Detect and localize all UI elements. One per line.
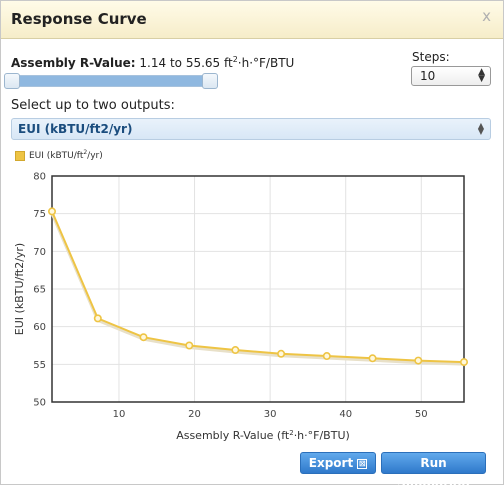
steps-label: Steps: bbox=[412, 50, 450, 64]
dialog-titlebar[interactable]: Response Curve x bbox=[1, 1, 503, 39]
x-tick-label: 20 bbox=[188, 409, 201, 420]
series-line-shadow bbox=[50, 212, 465, 366]
y-tick-label: 60 bbox=[33, 322, 46, 333]
y-tick-label: 50 bbox=[33, 398, 46, 409]
x-axis-label: Assembly R-Value (ft2·h·°F/BTU) bbox=[176, 429, 350, 442]
assembly-rvalue-label: Assembly R-Value: 1.14 to 55.65 ft2·h·°F… bbox=[11, 55, 294, 70]
legend-swatch bbox=[15, 150, 25, 161]
output-select[interactable]: EUI (kBTU/ft2/yr) ▲ ▼ bbox=[11, 118, 491, 140]
run-simulation-button[interactable]: Run Simulation bbox=[381, 452, 486, 485]
dialog-title: Response Curve bbox=[11, 10, 147, 28]
legend-entry-tail: /yr) bbox=[87, 151, 103, 161]
data-point bbox=[322, 352, 331, 361]
assembly-rvalue-unit: ·h·°F/BTU bbox=[237, 56, 295, 70]
steps-select[interactable]: 10 ▲ ▼ bbox=[411, 66, 491, 86]
x-tick-label: 40 bbox=[339, 409, 352, 420]
assembly-rvalue-exponent: 2 bbox=[232, 55, 238, 64]
chart-legend[interactable]: EUI (kBTU/ft2/yr) bbox=[15, 149, 103, 161]
outputs-label: Select up to two outputs: bbox=[11, 98, 175, 113]
export-button[interactable]: Export ⊠ bbox=[300, 452, 376, 474]
data-point bbox=[459, 358, 468, 367]
legend-exponent: 2 bbox=[83, 149, 88, 156]
legend-entry: EUI (kBTU/ft bbox=[29, 151, 84, 161]
data-point bbox=[185, 341, 194, 350]
series-line bbox=[51, 211, 465, 364]
export-icon: ⊠ bbox=[357, 458, 368, 469]
output-selected-value: EUI (kBTU/ft2/yr) bbox=[18, 122, 133, 136]
data-point bbox=[139, 333, 148, 342]
assembly-rvalue-range: 1.14 to 55.65 ft bbox=[139, 56, 233, 70]
y-tick-label: 75 bbox=[33, 209, 46, 220]
data-point bbox=[47, 207, 56, 216]
select-arrows-icon: ▲ ▼ bbox=[478, 67, 485, 84]
y-axis-label: EUI (kBTU/ft2/yr) bbox=[13, 243, 26, 335]
response-curve-chart: 10 20 30 40 50 50 55 60 65 70 75 80 Assembly R-Value… bbox=[13, 172, 468, 442]
x-tick-label: 10 bbox=[113, 409, 126, 420]
dropdown-arrows-icon: ▲ ▼ bbox=[477, 121, 484, 136]
export-label: Export bbox=[308, 456, 354, 470]
close-icon[interactable]: x bbox=[482, 7, 491, 25]
y-tick-label: 65 bbox=[33, 285, 46, 296]
data-point bbox=[93, 314, 102, 323]
data-point bbox=[277, 349, 286, 358]
x-tick-label: 30 bbox=[264, 409, 277, 420]
assembly-rvalue-title: Assembly R-Value: bbox=[11, 56, 136, 70]
y-tick-label: 55 bbox=[33, 360, 46, 371]
plot-border bbox=[51, 175, 465, 403]
data-point bbox=[414, 356, 423, 365]
y-tick-label: 70 bbox=[33, 247, 46, 258]
x-tick-label: 50 bbox=[415, 409, 428, 420]
steps-value: 10 bbox=[420, 69, 436, 83]
slider-handle-min[interactable] bbox=[4, 73, 20, 89]
rvalue-range-slider[interactable] bbox=[11, 75, 218, 87]
data-point bbox=[231, 346, 240, 355]
slider-handle-max[interactable] bbox=[202, 73, 218, 89]
data-point bbox=[368, 354, 377, 363]
y-tick-label: 80 bbox=[33, 172, 46, 183]
